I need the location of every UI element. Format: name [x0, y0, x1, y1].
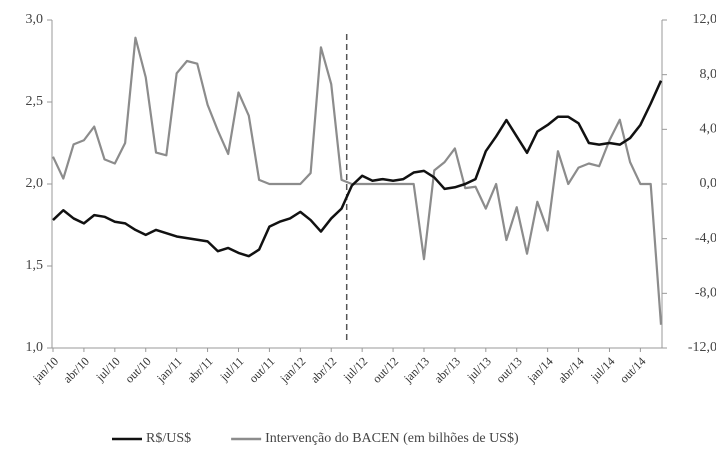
- y2-tick-label: -4,0: [695, 231, 716, 246]
- x-tick-label: out/11: [246, 354, 277, 385]
- y-tick-label: 1,0: [26, 340, 44, 355]
- x-tick-label: jul/12: [340, 354, 370, 384]
- x-tick-label: jan/12: [277, 354, 309, 386]
- y2-tick-label: 12,0: [693, 12, 716, 27]
- series-line: [52, 36, 663, 325]
- x-tick-label: abr/14: [555, 354, 587, 386]
- x-tick-label: jul/14: [587, 354, 617, 384]
- y-tick-label: 2,5: [26, 94, 44, 109]
- x-tick-label: abr/13: [431, 354, 463, 386]
- x-tick-label: out/14: [617, 354, 649, 386]
- x-tick-label: out/10: [122, 354, 154, 386]
- y2-tick-label: 0,0: [700, 176, 716, 191]
- x-tick-label: abr/11: [184, 354, 215, 385]
- y2-tick-label: 8,0: [700, 67, 716, 82]
- y-tick-label: 2,0: [26, 176, 44, 191]
- x-tick-label: abr/12: [308, 354, 340, 386]
- x-tick-label: jan/11: [153, 354, 185, 386]
- y-tick-label: 1,5: [26, 258, 44, 273]
- x-tick-label: jan/10: [29, 354, 61, 386]
- x-tick-label: jul/11: [216, 354, 246, 384]
- y2-tick-label: 4,0: [700, 122, 716, 137]
- x-tick-label: jan/14: [524, 354, 556, 386]
- x-tick-label: jul/10: [92, 354, 122, 384]
- x-tick-label: jan/13: [400, 354, 432, 386]
- x-tick-label: out/12: [370, 354, 402, 386]
- x-tick-label: abr/10: [60, 354, 92, 386]
- y2-tick-label: -12,0: [688, 340, 716, 355]
- y2-tick-label: -8,0: [695, 286, 716, 301]
- y-tick-label: 3,0: [26, 12, 44, 27]
- x-tick-label: jul/13: [463, 354, 493, 384]
- series-line: [52, 80, 663, 258]
- legend-label: Intervenção do BACEN (em bilhões de US$): [265, 431, 519, 446]
- legend-label: R$/US$: [146, 431, 191, 446]
- x-tick-label: out/13: [493, 354, 525, 386]
